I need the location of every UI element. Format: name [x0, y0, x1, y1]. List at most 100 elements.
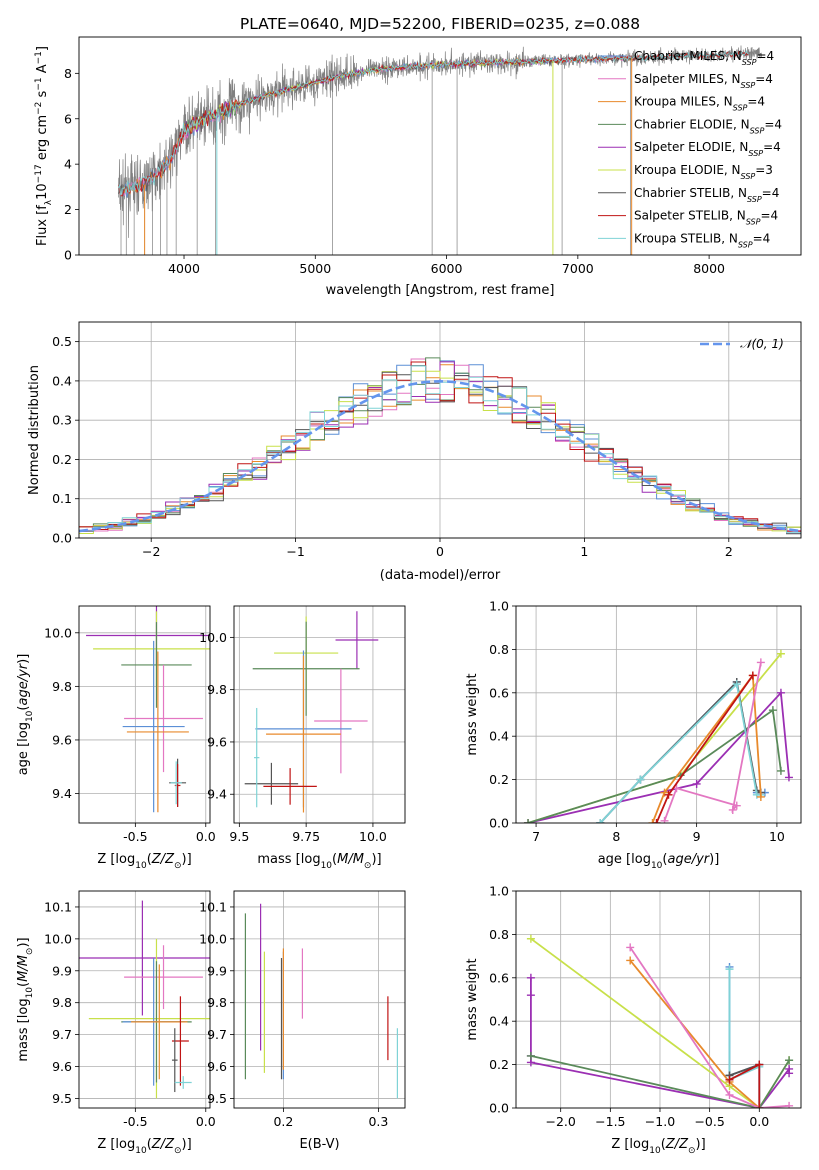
data-point-marker — [626, 956, 635, 965]
mass-vs-z-panel: -0.5 0.09.59.69.79.89.910.010.1Z [log10(Z… — [16, 890, 216, 1156]
data-point-marker — [784, 773, 793, 782]
legend-name: Kroupa ELODIE, N — [634, 163, 741, 177]
label-part: age [log — [16, 722, 31, 775]
plot-area — [79, 900, 210, 1099]
label-part: 10 — [135, 861, 147, 871]
data-point-marker — [526, 1051, 535, 1060]
y-tick-label: 10.0 — [199, 931, 227, 946]
data-point-marker — [785, 1056, 794, 1065]
data-point-marker — [748, 671, 757, 680]
legend-tail: =4 — [762, 186, 780, 200]
x-axis-label: Z [log10(Z/Z⊙)] — [97, 1137, 191, 1156]
legend-entry: Kroupa MILES, NSSP=4 — [634, 95, 765, 113]
legend-entry: Chabrier STELIB, NSSP=4 — [634, 186, 779, 204]
legend-name: Kroupa MILES, N — [634, 95, 733, 109]
label-part: Flux [f — [35, 205, 50, 246]
plot-area — [526, 934, 794, 1108]
legend-sub: SSP — [748, 149, 763, 158]
data-point-marker — [660, 788, 669, 797]
y-tick-label: 0.0 — [52, 531, 72, 546]
x-tick-label: 8 — [612, 829, 620, 844]
x-axis-label: E(B-V) — [299, 1137, 339, 1152]
x-tick-label: 10.0 — [359, 829, 387, 844]
x-tick-label: 6000 — [431, 261, 463, 276]
y-tick-label: 9.7 — [207, 1027, 227, 1042]
y-axis-label: Normed distribution — [27, 365, 42, 495]
y-tick-label: 0.6 — [489, 685, 509, 700]
x-axis-label: wavelength [Angstrom, rest frame] — [326, 283, 555, 298]
grid-lines — [79, 606, 210, 823]
legend-name: Chabrier MILES, N — [634, 49, 742, 63]
legend-name: Chabrier ELODIE, N — [634, 117, 750, 131]
y-tick-label: 10.0 — [199, 630, 227, 645]
x-tick-label: 9.5 — [229, 829, 249, 844]
label-part: M/M — [16, 955, 31, 982]
residual-histogram — [79, 365, 801, 534]
y-tick-label: 1.0 — [489, 884, 509, 899]
x-tick-label: 8000 — [693, 261, 725, 276]
data-point-marker — [756, 792, 765, 801]
legend-sub: SSP — [746, 217, 761, 226]
y-tick-label: 10.1 — [199, 899, 227, 914]
label-part: age [log — [598, 852, 651, 867]
y-tick-label: 10.1 — [44, 899, 72, 914]
x-tick-label: 9.75 — [292, 829, 320, 844]
label-part: ( — [147, 852, 152, 867]
label-part: 10 — [135, 1146, 147, 1156]
x-axis-label: mass [log10(M/M⊙)] — [257, 852, 381, 871]
label-part: )] — [709, 852, 719, 867]
x-tick-label: 7 — [532, 829, 540, 844]
y-tick-label: 0.6 — [489, 970, 509, 985]
y-tick-label: 9.4 — [207, 787, 227, 802]
legend-entry: Chabrier MILES, NSSP=4 — [634, 49, 774, 67]
label-part: age/yr — [667, 852, 710, 867]
plot-area — [79, 357, 801, 535]
mass-weight-line — [527, 690, 790, 823]
mass-weight-line — [530, 1055, 790, 1108]
y-axis-label: Flux [fλ10−17 erg cm−2 s−1 A−1] — [34, 46, 54, 246]
y-tick-label: 9.6 — [52, 732, 72, 747]
y-tick-label: 0 — [64, 248, 72, 263]
plot-area — [117, 45, 762, 255]
label-part: Z [log — [611, 1137, 649, 1152]
mass-weight-line — [629, 946, 790, 1108]
residuals-panel: −2 −1 0 1 2 0.0 0.1 0.2 0.3 0.4 0.5 𝒩(0, 1) (data-mo… — [27, 321, 802, 583]
x-tick-label: 4000 — [168, 261, 200, 276]
axes-border — [78, 890, 211, 1109]
legend-entry: 𝒩(0, 1) — [740, 337, 784, 351]
x-tick-label: −1 — [286, 544, 304, 559]
data-point-marker — [725, 1090, 734, 1099]
label-part: ⊙ — [174, 861, 182, 871]
label-part: )] — [696, 1137, 706, 1152]
y-tick-label: 10.0 — [44, 625, 72, 640]
x-tick-label: -0.5 — [123, 829, 147, 844]
label-part: Z [log — [97, 1137, 135, 1152]
x-axis-label: Z [log10(Z/Z⊙)] — [611, 1137, 705, 1156]
legend-entry: Salpeter MILES, NSSP=4 — [634, 72, 773, 90]
label-part: ( — [147, 1137, 152, 1152]
y-axis-label: mass weight — [465, 958, 480, 1040]
model-spectrum-line — [117, 50, 749, 197]
label-part: ( — [16, 982, 31, 987]
y-tick-label: 0.8 — [489, 642, 509, 657]
massweight-vs-z-panel: −2.0 −1.5 −1.0 −0.5 0.0 0.0 0.2 0.4 0.6 0.8 1.0 Z [… — [465, 884, 802, 1156]
y-tick-label: 9.8 — [52, 995, 72, 1010]
y-tick-label: 1.0 — [489, 599, 509, 614]
legend-entry: Salpeter ELODIE, NSSP=4 — [634, 140, 781, 158]
label-part: ⊙ — [25, 948, 35, 956]
x-tick-label: −2 — [142, 544, 160, 559]
y-tick-label: 9.8 — [52, 679, 72, 694]
legend-sub: SSP — [738, 240, 753, 249]
data-point-marker — [785, 1101, 794, 1108]
y-tick-label: 4 — [64, 157, 72, 172]
label-part: λ — [44, 199, 54, 205]
data-point-marker — [725, 965, 734, 974]
x-tick-label: 7000 — [562, 261, 594, 276]
y-tick-label: 0.4 — [52, 373, 72, 388]
x-axis-label: Z [log10(Z/Z⊙)] — [97, 852, 191, 871]
axis-frame: -0.5 0.0 9.5 9.6 9.7 9.8 9.9 10.0 10.1 — [44, 890, 216, 1129]
label-part: 10 — [35, 183, 50, 200]
label-part: 10 — [649, 1146, 661, 1156]
